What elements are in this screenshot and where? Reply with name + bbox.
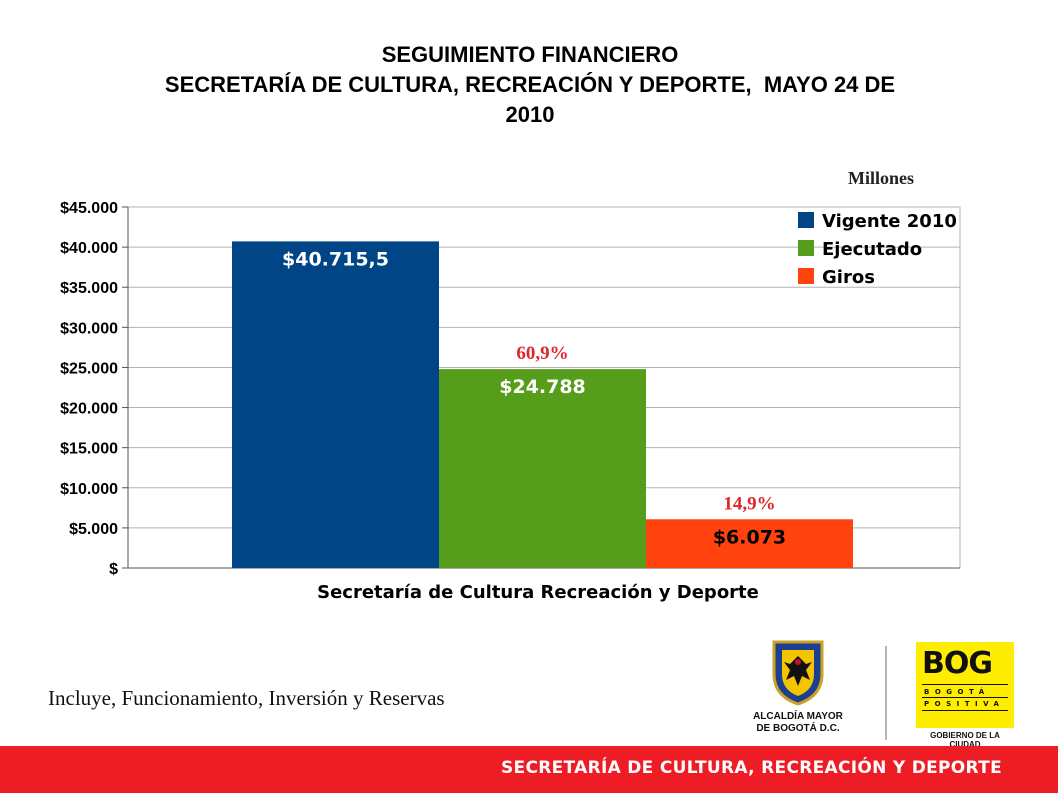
footnote: Incluye, Funcionamiento, Inversión y Res…: [48, 686, 445, 710]
y-tick-label: $40.000: [60, 240, 118, 257]
y-tick-label: $35.000: [60, 280, 118, 297]
footer-text: SECRETARÍA DE CULTURA, RECREACIÓN Y DEPO…: [501, 758, 1002, 778]
x-axis-label: Secretaría de Cultura Recreación y Depor…: [317, 582, 759, 603]
data-label-3: $6.073: [713, 526, 786, 548]
bar-2: [439, 369, 646, 568]
y-tick-label: $5.000: [69, 521, 118, 538]
legend-label-3: Giros: [822, 267, 875, 288]
y-tick-label: $25.000: [60, 360, 118, 377]
bog-rule-top: [922, 684, 1008, 685]
y-tick-label: $30.000: [60, 320, 118, 337]
y-tick-label: $45.000: [60, 200, 118, 217]
legend-label-1: Vigente 2010: [822, 211, 957, 232]
title-line-2: SECRETARÍA DE CULTURA, RECREACIÓN Y DEPO…: [164, 72, 896, 97]
data-label-1: $40.715,5: [282, 248, 389, 270]
logo-divider: [885, 646, 887, 740]
bog-word: BOG: [922, 646, 993, 681]
footer-bar: SECRETARÍA DE CULTURA, RECREACIÓN Y DEPO…: [0, 746, 1058, 793]
bog-logo: BOG BOGOTÁ POSITIVA: [916, 642, 1014, 728]
y-tick-label: $20.000: [60, 401, 118, 418]
percent-label-2: 60,9%: [516, 343, 568, 364]
chart-title: SEGUIMIENTO FINANCIERO SECRETARÍA DE CUL…: [60, 40, 1000, 130]
bog-line-2: BOGOTÁ: [924, 688, 990, 696]
y-tick-label: $15.000: [60, 441, 118, 458]
y-tick-label: $: [109, 561, 118, 578]
bog-rule-bottom: [922, 710, 1008, 711]
legend-swatch-2: [798, 240, 814, 256]
legend-swatch-1: [798, 212, 814, 228]
bog-line-3: POSITIVA: [924, 700, 1005, 708]
legend-label-2: Ejecutado: [822, 239, 922, 260]
units-label: Millones: [848, 168, 914, 188]
legend-swatch-3: [798, 268, 814, 284]
alcaldia-logo: ALCALDÍA MAYOR DE BOGOTÁ D.C.: [748, 640, 848, 735]
bog-rule-mid: [922, 697, 1008, 698]
title-line-1: SEGUIMIENTO FINANCIERO: [381, 42, 679, 67]
bar-3: [646, 519, 853, 568]
bar-1: [232, 241, 439, 568]
coat-of-arms-icon: [772, 640, 824, 706]
percent-label-3: 14,9%: [723, 493, 775, 514]
bar-chart: $ $5.000 $10.000 $15.000 $20.000 $25.000 $30.0…: [60, 200, 961, 603]
data-label-2: $24.788: [499, 376, 586, 398]
title-line-3: 2010: [505, 102, 555, 127]
y-tick-label: $10.000: [60, 481, 118, 498]
alcaldia-text: ALCALDÍA MAYOR DE BOGOTÁ D.C.: [753, 711, 843, 734]
bog-subtitle: GOBIERNO DE LA CIUDAD: [930, 731, 1000, 749]
